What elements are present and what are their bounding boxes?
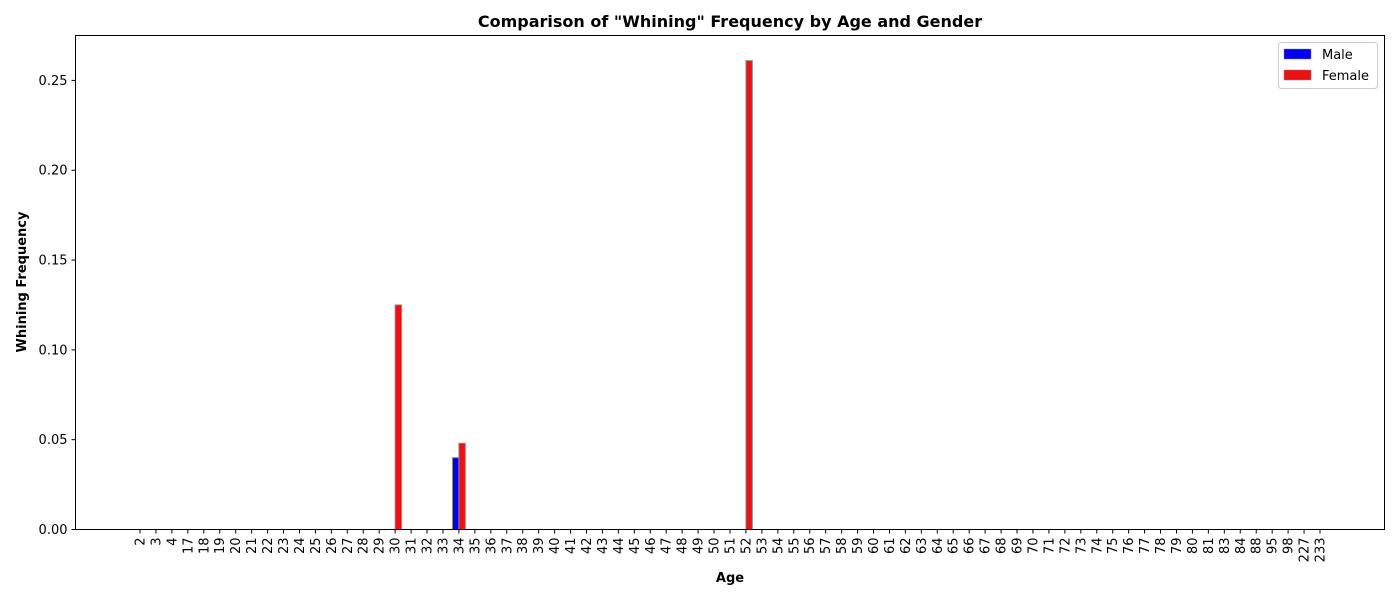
y-tick-label: 0.00 [39, 523, 68, 538]
x-tick-label: 67 [979, 538, 994, 555]
bar-female-30 [394, 304, 403, 531]
x-tick-label: 84 [1234, 538, 1249, 555]
x-tick-label: 49 [692, 538, 707, 555]
x-tick-label: 64 [931, 538, 946, 555]
x-tick-label: 95 [1266, 538, 1281, 555]
x-tick-label: 74 [1090, 538, 1105, 555]
x-tick-label: 19 [213, 538, 228, 555]
x-tick-label: 58 [835, 538, 850, 555]
x-tick-label: 33 [436, 538, 451, 555]
y-tick-label: 0.05 [39, 433, 68, 448]
y-tick-label: 0.15 [39, 254, 68, 269]
x-tick-label: 47 [660, 538, 675, 555]
x-tick-label: 41 [564, 538, 579, 555]
x-ticks-group: 2 3 4 17 18 19 20 21 22 23 24 25 26 27 28 29 30 31 32 33 34 3… [134, 529, 1329, 563]
x-tick-label: 81 [1202, 538, 1217, 555]
bars-group [394, 60, 753, 531]
x-tick-label: 44 [612, 538, 627, 555]
x-axis-label: Age [716, 571, 744, 586]
x-tick-label: 37 [500, 538, 515, 555]
legend: Male Female [1278, 42, 1378, 89]
x-tick-label: 70 [1026, 538, 1041, 555]
x-tick-label: 227 [1298, 538, 1313, 563]
y-tick-label: 0.25 [39, 74, 68, 89]
y-tick-label: 0.10 [39, 343, 68, 358]
x-tick-label: 29 [373, 538, 388, 555]
x-tick-label: 46 [644, 538, 659, 555]
y-axis-label: Whining Frequency [15, 211, 30, 352]
bar-female-52 [745, 60, 753, 531]
x-tick-label: 52 [739, 538, 754, 555]
x-tick-label: 17 [181, 538, 196, 555]
x-tick-label: 25 [309, 538, 324, 555]
x-tick-label: 2 [134, 538, 149, 546]
x-tick-label: 54 [771, 538, 786, 555]
x-tick-label: 38 [516, 538, 531, 555]
x-tick-label: 78 [1154, 538, 1169, 555]
legend-swatch-female [1283, 69, 1312, 81]
x-tick-label: 40 [548, 538, 563, 555]
x-tick-label: 22 [261, 538, 276, 555]
x-tick-label: 55 [787, 538, 802, 555]
x-tick-label: 20 [229, 538, 244, 555]
x-tick-label: 76 [1122, 538, 1137, 555]
x-tick-label: 80 [1186, 538, 1201, 555]
x-tick-label: 24 [293, 538, 308, 555]
x-tick-label: 18 [197, 538, 212, 555]
x-tick-label: 63 [915, 538, 930, 555]
x-tick-label: 75 [1106, 538, 1121, 555]
x-tick-label: 39 [532, 538, 547, 555]
x-tick-label: 73 [1074, 538, 1089, 555]
x-tick-label: 51 [724, 538, 739, 555]
x-tick-label: 48 [676, 538, 691, 555]
x-tick-label: 72 [1058, 538, 1073, 555]
x-tick-label: 60 [867, 538, 882, 555]
x-tick-label: 23 [277, 538, 292, 555]
x-tick-label: 53 [755, 538, 770, 555]
x-tick-label: 69 [1011, 538, 1026, 555]
x-tick-label: 42 [580, 538, 595, 555]
x-tick-label: 26 [325, 538, 340, 555]
x-tick-label: 66 [963, 538, 978, 555]
x-tick-label: 98 [1282, 538, 1297, 555]
x-tick-label: 50 [708, 538, 723, 555]
x-tick-label: 57 [819, 538, 834, 555]
x-tick-label: 61 [883, 538, 898, 555]
bar-male-34 [452, 457, 460, 530]
bar-female-34 [458, 442, 466, 530]
x-tick-label: 28 [357, 538, 372, 555]
x-tick-label: 77 [1138, 538, 1153, 555]
x-tick-label: 31 [405, 538, 420, 555]
legend-swatch-male [1283, 48, 1312, 60]
x-tick-label: 4 [165, 538, 180, 546]
x-tick-label: 45 [628, 538, 643, 555]
x-tick-label: 68 [995, 538, 1010, 555]
x-tick-label: 233 [1314, 538, 1329, 563]
x-tick-label: 65 [947, 538, 962, 555]
x-tick-label: 62 [899, 538, 914, 555]
x-tick-label: 59 [851, 538, 866, 555]
x-tick-label: 88 [1250, 538, 1265, 555]
x-tick-label: 34 [452, 538, 467, 555]
x-tick-label: 83 [1218, 538, 1233, 555]
x-tick-label: 71 [1042, 538, 1057, 555]
legend-label-female: Female [1322, 69, 1369, 84]
x-tick-label: 43 [596, 538, 611, 555]
x-tick-label: 3 [149, 538, 164, 546]
x-tick-label: 32 [421, 538, 436, 555]
x-tick-label: 79 [1170, 538, 1185, 555]
x-tick-label: 35 [468, 538, 483, 555]
x-tick-label: 21 [245, 538, 260, 555]
x-tick-label: 30 [389, 538, 404, 555]
x-tick-label: 56 [803, 538, 818, 555]
x-tick-label: 27 [341, 538, 356, 555]
y-tick-label: 0.20 [39, 164, 68, 179]
plot-frame [75, 35, 1385, 530]
chart-title: Comparison of "Whining" Frequency by Age… [478, 12, 982, 31]
legend-label-male: Male [1322, 48, 1353, 63]
y-ticks-group: 0.00 0.05 0.10 0.15 0.20 0.25 [39, 74, 76, 538]
x-tick-label: 36 [484, 538, 499, 555]
